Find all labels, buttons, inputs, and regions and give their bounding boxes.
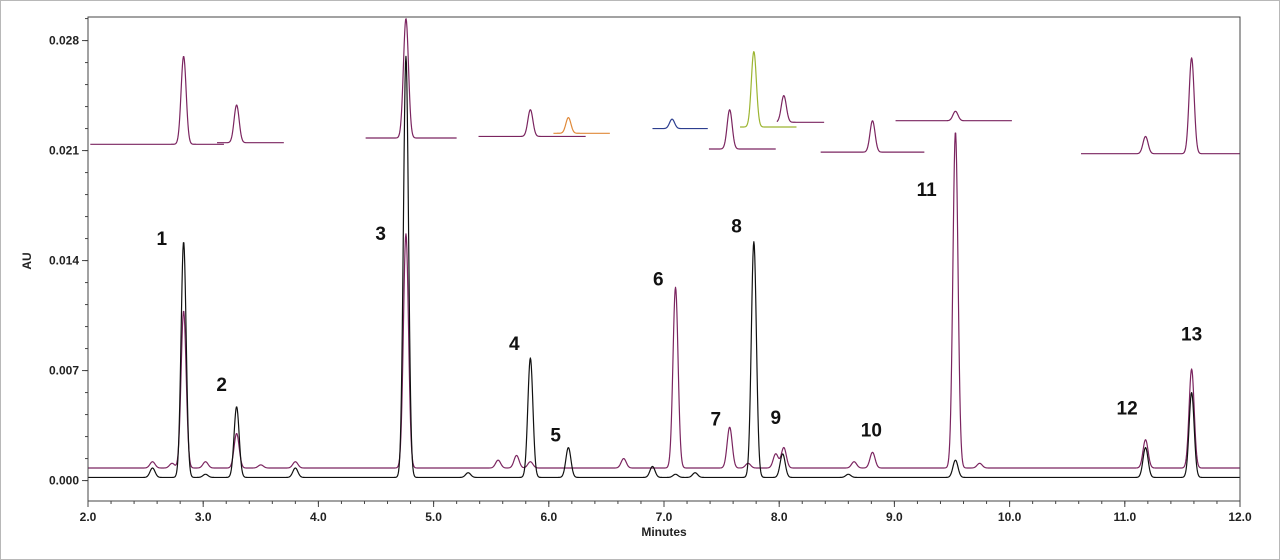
x-tick-label: 5.0	[425, 510, 442, 524]
x-axis-label: Minutes	[641, 525, 687, 539]
inset-line	[90, 56, 225, 145]
x-tick-label: 2.0	[80, 510, 97, 524]
x-tick-label: 8.0	[771, 510, 788, 524]
inset-line	[776, 94, 825, 123]
inset-line	[216, 104, 284, 144]
inset-line	[895, 110, 1013, 122]
peak-label: 1	[156, 229, 167, 250]
peak-label: 10	[861, 421, 882, 442]
x-tick-label: 9.0	[886, 510, 903, 524]
peak-label: 8	[731, 216, 742, 237]
peak-label: 4	[509, 334, 520, 355]
inset-line	[652, 118, 708, 130]
peak-label: 12	[1117, 399, 1138, 420]
y-tick-label: 0.021	[49, 144, 79, 158]
y-tick-label: 0.028	[49, 34, 79, 48]
peak-label: 2	[216, 375, 227, 396]
inset-line	[820, 120, 925, 153]
x-tick-label: 6.0	[540, 510, 557, 524]
inset-line	[553, 117, 610, 134]
x-tick-label: 4.0	[310, 510, 327, 524]
y-tick-label: 0.014	[49, 254, 79, 268]
peak-label: 5	[550, 425, 561, 446]
x-tick-label: 11.0	[1113, 510, 1136, 524]
inset-traces	[90, 18, 1241, 155]
x-tick-label: 10.0	[998, 510, 1022, 524]
axes: 2.0 3.0 4.0 5.0 6.0 7.0 8.0 9.0 10.0 11.0 12.0 0.00…	[49, 18, 1252, 524]
peak-label: 11	[917, 180, 938, 201]
peak-label: 9	[770, 408, 781, 429]
y-axis-label: AU	[20, 252, 34, 269]
series-line	[87, 55, 1241, 479]
inset-line	[1080, 57, 1241, 155]
inset-line	[708, 109, 776, 150]
inset-line	[739, 50, 797, 128]
x-tick-label: 12.0	[1228, 510, 1252, 524]
peak-label: 7	[711, 410, 722, 431]
y-tick-label: 0.000	[49, 474, 79, 488]
inset-line	[478, 109, 586, 138]
main-traces	[87, 55, 1241, 479]
inset-line	[365, 18, 457, 139]
x-tick-label: 7.0	[656, 510, 673, 524]
peak-label: 6	[653, 270, 664, 291]
x-tick-label: 3.0	[195, 510, 212, 524]
series-line	[87, 132, 1241, 469]
peak-label: 13	[1181, 325, 1202, 346]
y-tick-label: 0.007	[49, 364, 79, 378]
peak-label: 3	[375, 224, 386, 245]
